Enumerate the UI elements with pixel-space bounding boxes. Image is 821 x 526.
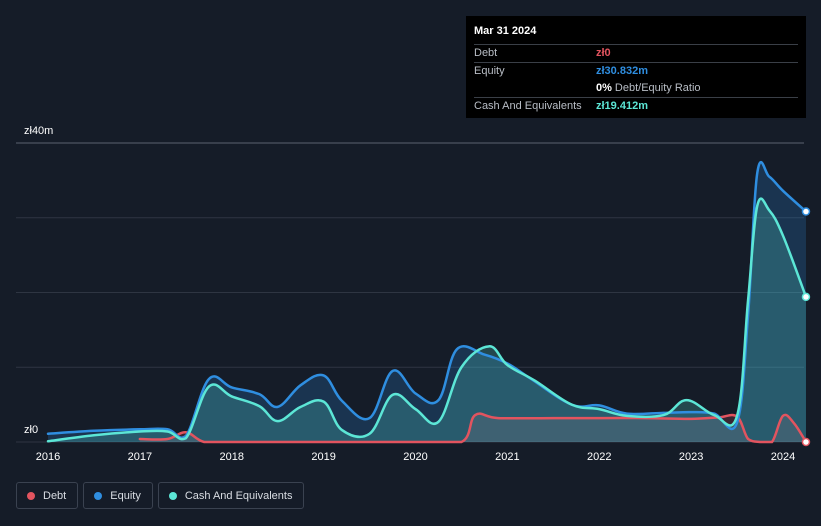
end-markers	[801, 207, 811, 447]
cash-and-equivalents-line	[46, 197, 808, 443]
equity-area	[48, 162, 806, 442]
tooltip-date: Mar 31 2024	[474, 25, 537, 37]
legend-equity-dot	[94, 491, 103, 500]
series-lines	[46, 161, 808, 444]
x-tick-label: 2021	[495, 451, 519, 463]
x-tick-label: 2020	[403, 451, 427, 463]
grid-lines	[16, 142, 804, 443]
legend-debt-dot	[27, 491, 35, 500]
legend-cash-label: Cash And Equivalents	[184, 489, 293, 502]
tooltip-row-debt: Debt zł0	[474, 44, 798, 62]
tooltip-equity-value: zł30.832m	[596, 65, 648, 77]
tooltip-row-equity: Equity zł30.832m	[474, 62, 798, 80]
chart-legend: Debt Equity Cash And Equivalents	[16, 482, 309, 509]
x-tick-label: 2024	[771, 451, 795, 463]
axis-labels: zł40m zł0 2016 2017 2018 2019 2020 2021 2022 2023…	[24, 125, 795, 463]
tooltip-ratio-text: Debt/Equity Ratio	[614, 82, 701, 94]
legend-item-equity[interactable]: Equity	[83, 482, 153, 509]
tooltip-equity-label: Equity	[474, 65, 505, 77]
legend-debt-label: Debt	[43, 489, 67, 502]
tooltip-cash-value: zł19.412m	[596, 100, 648, 112]
x-tick-label: 2023	[679, 451, 703, 463]
legend-cash-dot	[168, 491, 177, 500]
series-areas	[48, 162, 806, 442]
y-tick-label: zł0	[24, 424, 38, 436]
x-tick-label: 2016	[36, 451, 60, 463]
tooltip-row-ratio: 0% Debt/Equity Ratio	[474, 80, 798, 97]
tooltip-debt-label: Debt	[474, 47, 498, 59]
x-tick-label: 2019	[311, 451, 335, 463]
tooltip-ratio-number: 0%	[596, 82, 612, 94]
legend-item-cash[interactable]: Cash And Equivalents	[157, 482, 305, 509]
debt-area	[139, 413, 806, 442]
tooltip-row-cash: Cash And Equivalents zł19.412m	[474, 97, 798, 115]
debt-line	[138, 412, 808, 444]
tooltip-debt-value: zł0	[596, 47, 611, 59]
legend-equity-label: Equity	[110, 489, 141, 502]
legend-item-debt[interactable]: Debt	[16, 482, 79, 509]
cash-and-equivalents-end-point	[801, 292, 811, 302]
x-tick-label: 2018	[220, 451, 244, 463]
tooltip-panel: Mar 31 2024 Debt zł0 Equity zł30.832m 0%…	[466, 16, 806, 118]
x-tick-label: 2017	[128, 451, 152, 463]
tooltip-ratio-value: 0% Debt/Equity Ratio	[596, 80, 701, 97]
equity-line	[46, 161, 808, 439]
equity-end-point	[801, 207, 811, 216]
y-tick-label: zł40m	[24, 125, 53, 137]
debt-end-point	[801, 437, 811, 447]
tooltip-ratio-label	[474, 80, 596, 97]
x-tick-label: 2022	[587, 451, 611, 463]
tooltip-cash-label: Cash And Equivalents	[474, 100, 582, 112]
